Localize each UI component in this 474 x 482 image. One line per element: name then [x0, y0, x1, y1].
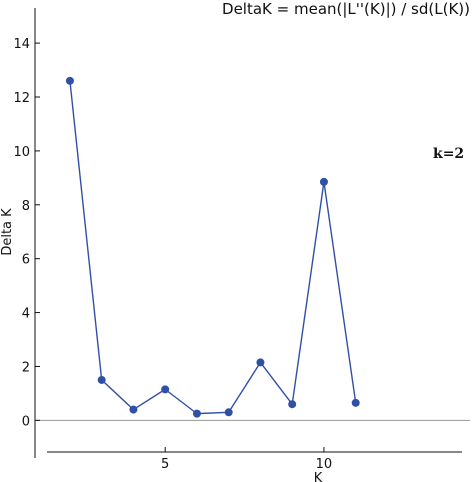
y-tick-label: 8: [22, 199, 30, 214]
y-tick-label: 6: [22, 253, 30, 268]
x-tick-label: 10: [316, 457, 333, 472]
data-point: [256, 358, 265, 367]
data-point: [351, 398, 360, 407]
y-tick-label: 2: [22, 360, 30, 375]
data-point: [97, 375, 106, 384]
ticks: 0 2 4 6 8 10 12 14 5 10: [13, 37, 332, 472]
y-tick-label: 12: [13, 91, 30, 106]
data-point: [319, 177, 328, 186]
series-line: [69, 80, 357, 415]
axes: [34, 8, 470, 458]
chart-title: DeltaK = mean(|L''(K)|) / sd(L(K)): [222, 0, 470, 18]
data-point: [192, 409, 201, 418]
y-tick-label: 4: [22, 307, 30, 322]
data-point: [288, 400, 297, 409]
y-tick-label: 14: [13, 37, 30, 52]
y-tick-label: 0: [22, 414, 30, 429]
data-series: [65, 76, 360, 418]
data-point: [224, 408, 233, 417]
x-axis-title: K: [314, 471, 323, 482]
data-point: [65, 76, 74, 85]
y-axis-title: Delta K: [0, 208, 15, 256]
chart-annotation: k=2: [433, 146, 464, 162]
data-point: [129, 405, 138, 414]
x-tick-label: 5: [161, 457, 169, 472]
y-tick-label: 10: [13, 145, 30, 160]
data-point: [161, 385, 170, 394]
